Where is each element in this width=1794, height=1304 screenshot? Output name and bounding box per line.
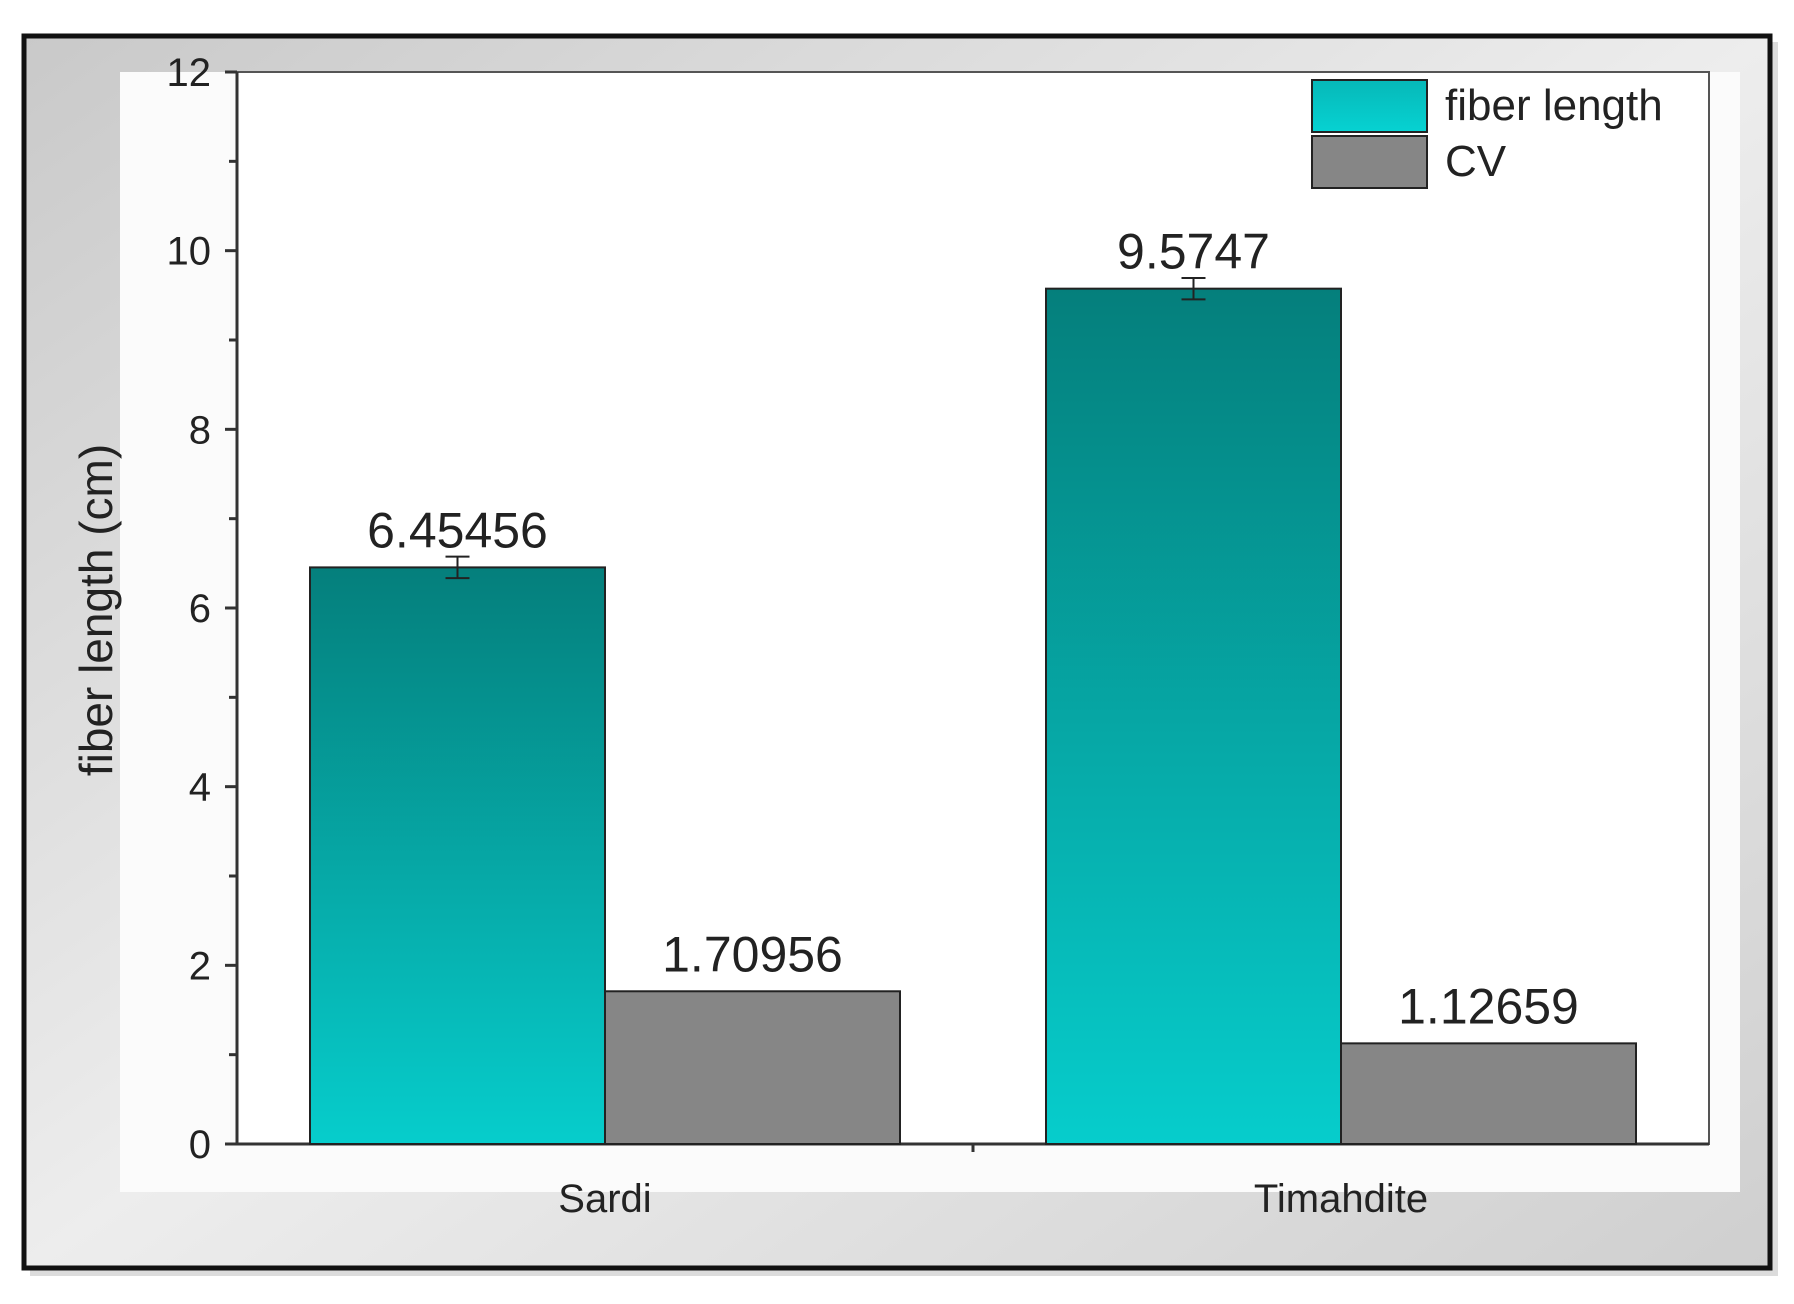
bar-cv-timahdite (1340, 1042, 1637, 1145)
y-axis: 0 2 4 6 8 10 12 (167, 51, 239, 1167)
y-tick-label: 6 (189, 587, 211, 631)
data-label: 9.5747 (1117, 224, 1270, 280)
data-label: 6.45456 (367, 502, 548, 558)
legend-swatch-fiber-length (1311, 79, 1428, 133)
y-tick-label: 2 (189, 944, 211, 988)
data-labels: 6.45456 1.70956 9.5747 1.12659 (367, 224, 1579, 1035)
data-label: 1.70956 (662, 926, 843, 982)
bar-cv-sardi (604, 990, 901, 1145)
bar-fiber-length-timahdite (1045, 287, 1342, 1145)
y-tick-label: 10 (167, 230, 212, 274)
y-tick-label: 8 (189, 408, 211, 452)
y-tick-label: 4 (189, 766, 211, 810)
legend: fiber length CV (1311, 79, 1663, 189)
y-tick-label: 0 (189, 1123, 211, 1167)
error-bar (445, 555, 470, 580)
y-axis-title: fiber length (cm) (70, 444, 122, 776)
legend-label: CV (1445, 137, 1507, 186)
bar-fiber-length-sardi (309, 566, 606, 1145)
x-tick-label: Sardi (558, 1177, 651, 1221)
bars (309, 276, 1637, 1145)
error-bar (1181, 276, 1206, 301)
legend-label: fiber length (1445, 81, 1663, 130)
legend-swatch-cv (1311, 135, 1428, 189)
data-label: 1.12659 (1398, 978, 1579, 1034)
y-tick-label: 12 (167, 51, 212, 95)
x-tick-label: Timahdite (1254, 1177, 1428, 1221)
